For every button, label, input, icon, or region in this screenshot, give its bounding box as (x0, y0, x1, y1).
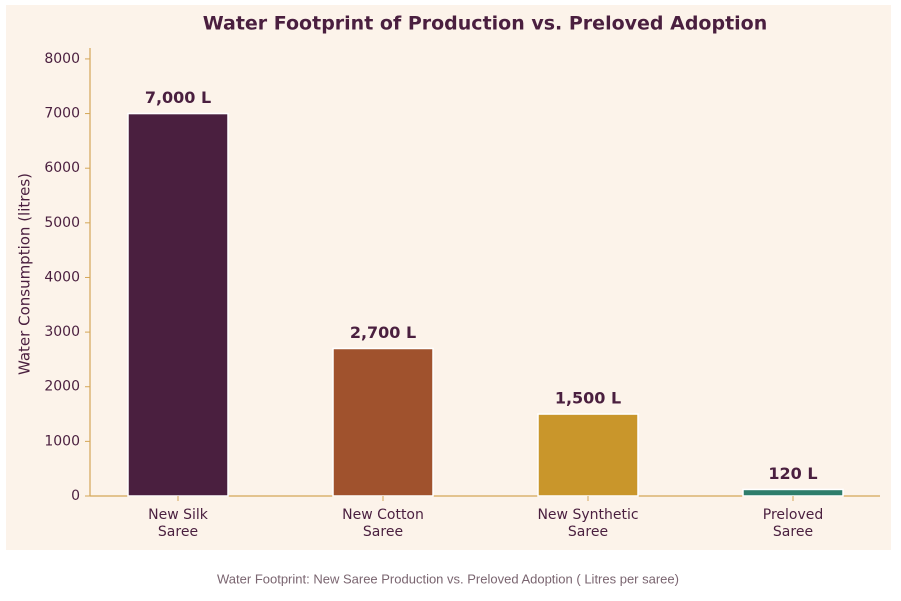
bar (742, 488, 844, 497)
bar (127, 112, 229, 497)
x-tick-label-line: New Synthetic (537, 507, 638, 523)
y-axis-label: Water Consumption (litres) (16, 173, 34, 375)
y-tick-label: 5000 (44, 215, 80, 231)
y-tick-label: 6000 (44, 160, 80, 176)
value-label: 120 L (768, 464, 817, 483)
x-tick-label-line: New Silk (148, 507, 209, 523)
caption: Water Footprint: New Saree Production vs… (217, 571, 679, 586)
x-tick-label: New Silk Saree (148, 507, 209, 540)
value-label: 7,000 L (145, 88, 211, 107)
bar (537, 413, 639, 497)
y-tick-label: 3000 (44, 324, 80, 340)
x-tick-label: New Cotton Saree (342, 507, 424, 540)
y-tick-label: 4000 (44, 269, 80, 285)
x-tick-label-line: Saree (773, 524, 813, 540)
x-tick-label-line: Saree (568, 524, 608, 540)
x-tick-label: New Synthetic Saree (537, 507, 638, 540)
x-tick-label-line: Saree (363, 524, 403, 540)
x-tick-label-line: Saree (158, 524, 198, 540)
y-tick-label: 1000 (44, 433, 80, 449)
bar (332, 347, 434, 497)
value-label: 1,500 L (555, 389, 621, 408)
y-tick-label: 7000 (44, 106, 80, 122)
x-tick-label-line: Preloved (763, 507, 824, 523)
x-tick-label-line: New Cotton (342, 507, 424, 523)
y-tick-label: 8000 (44, 51, 80, 67)
y-tick-label: 0 (71, 488, 80, 504)
chart-title: Water Footprint of Production vs. Prelov… (203, 13, 768, 35)
x-tick-label: Preloved Saree (763, 507, 824, 540)
y-tick-label: 2000 (44, 379, 80, 395)
value-label: 2,700 L (350, 323, 416, 342)
